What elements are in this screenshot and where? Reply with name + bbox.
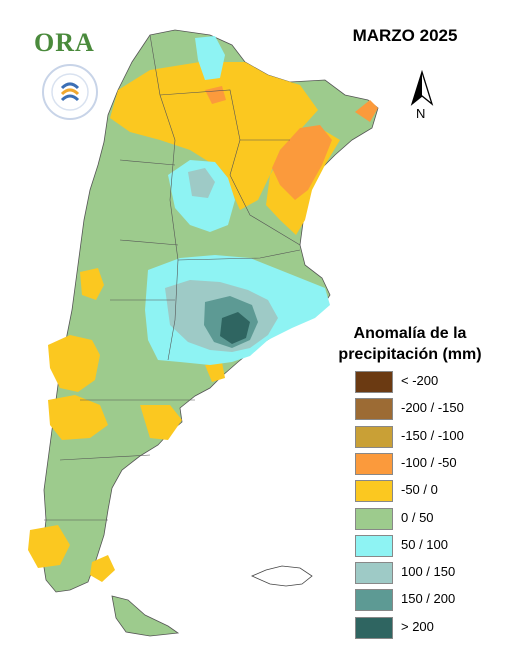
zone-yellow-west-2 [48, 395, 108, 440]
zone-yellow-west-1 [48, 335, 100, 392]
legend-swatch [355, 534, 393, 557]
province-borders [44, 34, 301, 521]
zone-yellow-west-3 [80, 268, 104, 300]
legend-swatch [355, 425, 393, 448]
seal-icon [51, 73, 89, 111]
legend-title-line1: Anomalía de la [353, 325, 467, 342]
legend-swatch [355, 480, 393, 503]
zone-orange-tip [355, 100, 378, 122]
legend-swatch [355, 616, 393, 639]
legend-swatch [355, 398, 393, 421]
legend-swatch [355, 452, 393, 475]
legend-swatch [355, 371, 393, 393]
malvinas-islands [251, 565, 313, 587]
zone-orange-ne [272, 125, 332, 200]
institution-seal-logo [42, 64, 98, 120]
map-title: MARZO 2025 [352, 26, 458, 45]
north-label: N [416, 106, 426, 121]
legend-item: -200 / -150 [355, 398, 505, 421]
legend-label: -100 / -50 [401, 454, 457, 470]
legend-item: -150 / -100 [355, 425, 505, 448]
legend-label: < -200 [401, 373, 439, 388]
legend-label: -50 / 0 [401, 482, 438, 498]
zone-yellow-south-1 [28, 525, 70, 568]
legend-item: -100 / -50 [355, 452, 505, 475]
legend-item: 50 / 100 [355, 534, 505, 557]
legend-item: < -200 [355, 371, 505, 393]
zone-yellow-north [110, 62, 318, 210]
zone-yellow-south-2 [90, 555, 115, 582]
legend-item: 100 / 150 [355, 562, 505, 585]
legend-item: 150 / 200 [355, 589, 505, 612]
legend-label: 150 / 200 [401, 591, 456, 607]
zone-teal-dark [220, 312, 250, 344]
zone-cyan-north [195, 36, 225, 80]
legend-label: > 200 [401, 618, 434, 634]
ora-logo: ORA [34, 28, 95, 57]
legend-item: 0 / 50 [355, 507, 505, 530]
legend-label: 100 / 150 [401, 564, 456, 580]
legend-swatch [355, 589, 393, 612]
tierra-del-fuego [111, 595, 180, 637]
legend-item: > 200 [355, 616, 505, 639]
legend-title: Anomalía de la precipitación (mm) [320, 323, 500, 365]
legend-label: -200 / -150 [401, 400, 464, 416]
legend-swatch [355, 562, 393, 585]
legend-title-line2: precipitación (mm) [338, 346, 482, 363]
north-arrow-icon [410, 70, 434, 106]
legend-swatch [355, 507, 393, 530]
legend-item: -50 / 0 [355, 480, 505, 503]
legend-label: 0 / 50 [401, 509, 434, 525]
zone-teal-light-north [188, 168, 215, 198]
zone-yellow-center [205, 362, 225, 382]
legend-label: 50 / 100 [401, 536, 448, 552]
zone-yellow-coast [140, 405, 182, 440]
legend-label: -150 / -100 [401, 427, 464, 443]
